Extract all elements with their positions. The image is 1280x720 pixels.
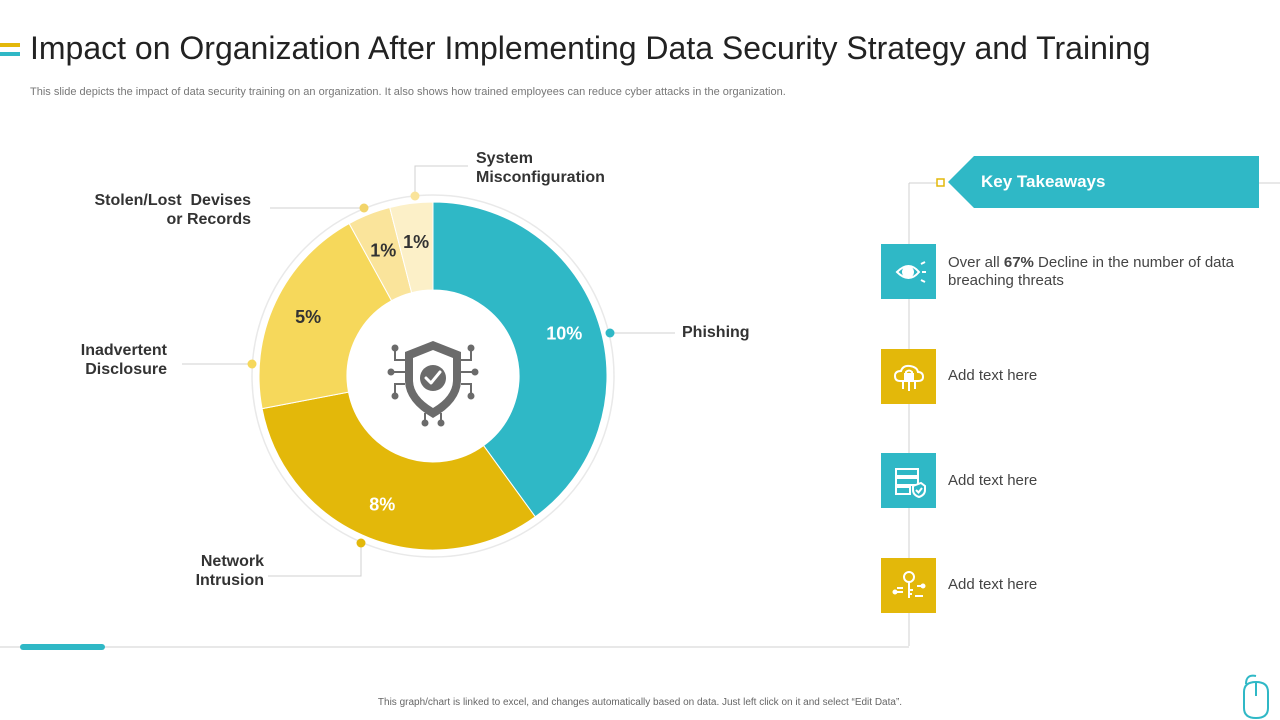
footer-note: This graph/chart is linked to excel, and… [377,697,903,708]
leader-lines [182,165,675,577]
chart-outer-ring [251,194,615,558]
slice-value-label-5: 1% [403,232,429,252]
category-label-stolen-line2: or Records [167,211,252,228]
takeaway-item-4-text: Add text here [948,576,1038,593]
title-accent-bar-teal [0,52,20,56]
category-label-phishing: Phishing [682,324,750,341]
stolen-lost-marker [359,203,369,213]
takeaway-item-1-highlight: 67% [1003,254,1034,271]
title-accent-bar-gold [0,43,20,47]
mouse-icon [1243,674,1269,720]
server-shield-icon [894,467,926,498]
key-circuit-icon [892,570,925,598]
slice-value-label-4: 1% [370,240,396,260]
key-takeaways-banner [948,156,1259,208]
takeaway-item-3-text: Add text here [948,472,1038,489]
slide-progress-accent [20,644,105,650]
category-label-inadvertent-line1: Inadvertent [81,342,168,359]
inadvertent-disclosure-marker [247,359,257,369]
takeaway-item-1-suffix: Decline in the number of data breaching … [948,254,1235,289]
category-label-system-line1: System [476,150,533,167]
slice-value-label-3: 5% [295,307,321,327]
takeaway-item-2-text: Add text here [948,367,1038,384]
category-label-network-line2: Intrusion [196,572,264,589]
takeaway-item-1-prefix: Over all [948,254,1004,271]
eye-scan-icon [895,260,926,283]
takeaway-item-3-icon-box [881,453,936,508]
network-intrusion-marker [356,538,366,548]
slice-value-label-2: 8% [369,494,395,514]
page-subtitle: This slide depicts the impact of data se… [30,86,786,98]
category-label-stolen-line1: Stolen/Lost Devises [95,192,252,209]
takeaway-item-4-icon-box [881,558,936,613]
page-title: Impact on Organization After Implementin… [30,30,1151,66]
category-label-inadvertent-line2: Disclosure [85,361,167,378]
category-label-network-line1: Network [201,553,264,570]
slice-value-label-1: 10% [546,323,582,343]
cloud-lock-icon [893,364,924,391]
takeaway-item-2-icon-box [881,349,936,404]
key-takeaways-title: Key Takeaways [981,172,1106,191]
takeaway-item-1-text: Over all 67% Decline in the number of da… [948,254,1248,290]
category-label-system-line2: Misconfiguration [476,169,605,186]
takeaway-item-1-icon-box [881,244,936,299]
phishing-marker [605,328,615,338]
slice-value-labels: 10% 8% 5% 1% 1% [295,232,582,514]
connector-node [936,178,945,187]
system-misconfiguration-marker [410,191,420,201]
shield-check-icon [387,341,479,427]
